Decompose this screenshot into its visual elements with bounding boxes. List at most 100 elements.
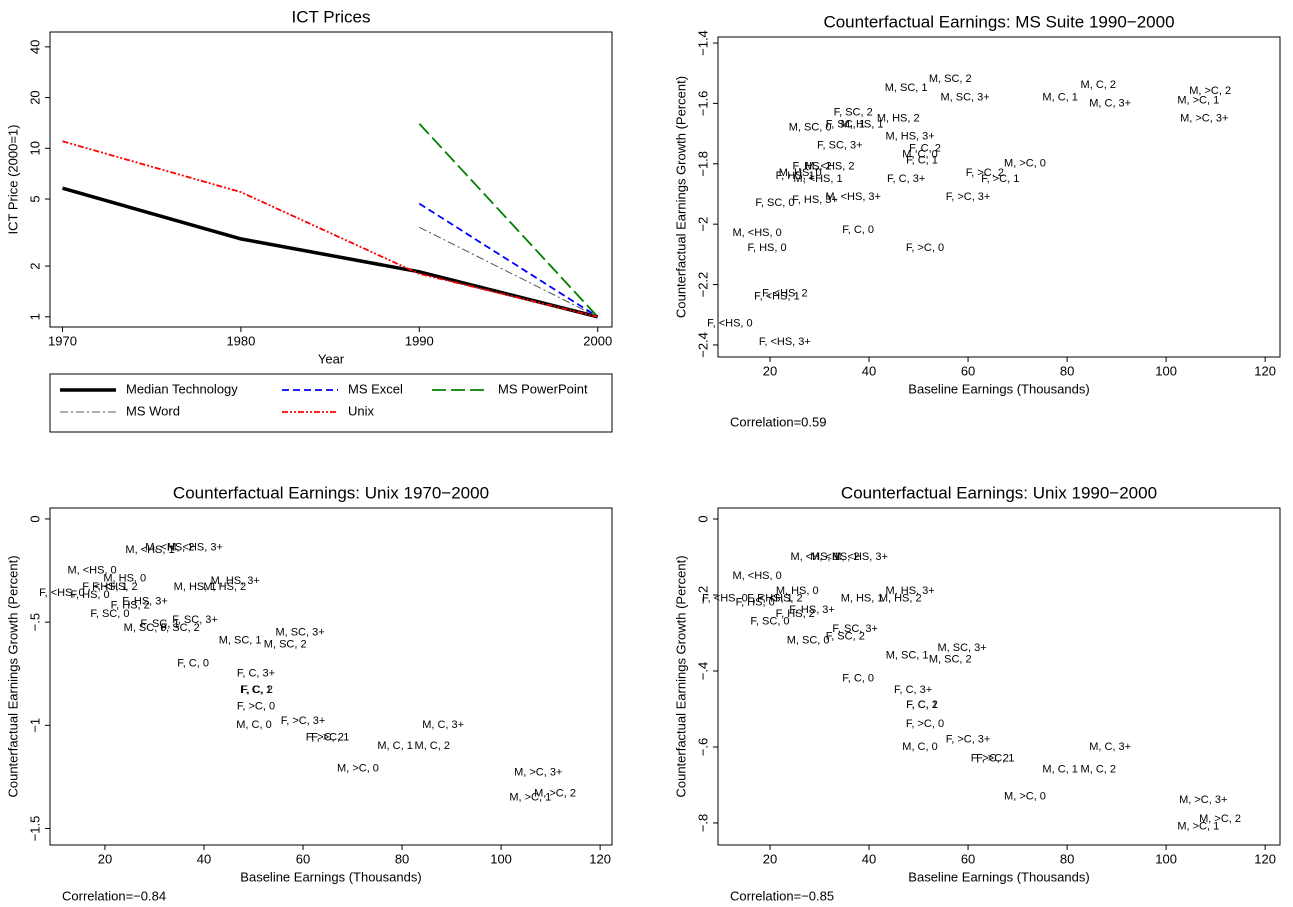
series-line [62,140,598,318]
series-line [418,202,599,318]
point-label: M, <HS, 0 [733,227,782,239]
point-label: M, <HS, 2 [805,161,854,173]
point-label: M, C, 1 [377,740,412,752]
point-label: M, SC, 1 [886,650,929,662]
x-tick-label: 2000 [583,333,612,348]
point-label: F, C, 3+ [237,668,275,680]
point-label: F, HS, 2 [793,161,832,173]
point-label: F, >C, 3+ [946,191,991,203]
point-label: F, <HS, 0 [707,318,753,330]
x-tick-label: 120 [1254,851,1276,866]
point-label: F, SC, 0 [750,616,789,628]
chart-title: ICT Prices [291,7,370,26]
point-label: F, HS, 3+ [122,595,168,607]
series-line [62,186,599,319]
point-label: M, C, 3+ [1089,741,1131,753]
y-tick-label: −1.8 [695,151,710,177]
point-label: F, C, 2 [909,143,941,155]
y-tick-label: 0 [27,515,42,522]
point-label: M, <HS, 3+ [167,542,223,554]
point-label: M, >C, 1 [1177,821,1219,833]
point-label: M, HS, 0 [103,573,146,585]
plot-frame [717,507,1281,846]
point-label: F, SC, 3+ [817,140,863,152]
x-tick-label: 60 [296,851,310,866]
point-label: M, C, 1 [1042,764,1077,776]
point-label: F, <HS, 3+ [759,336,811,348]
y-tick-label: −1 [27,718,42,733]
x-tick-label: 100 [1155,851,1177,866]
point-label: M, >C, 2 [1189,85,1231,97]
x-tick-label: 1990 [405,333,434,348]
point-label: F, >C, 0 [906,718,944,730]
point-label: M, HS, 1 [174,581,217,593]
y-axis-title: Counterfactual Earnings Growth (Percent) [5,555,20,797]
point-label: F, >C, 2 [966,167,1004,179]
point-label: F, SC, 0 [90,608,129,620]
point-label: M, C, 0 [236,719,271,731]
x-tick-label: 20 [98,851,112,866]
x-tick-label: 1980 [226,333,255,348]
point-label: M, SC, 3+ [275,626,324,638]
y-tick-label: 40 [27,40,42,54]
point-label: M, C, 2 [1081,79,1116,91]
point-label: M, C, 3+ [1089,97,1131,109]
point-label: M, HS, 2 [879,593,922,605]
point-label: M, HS, 2 [203,581,246,593]
point-label: F, C, 2 [906,699,938,711]
point-label: F, >C, 1 [311,732,349,744]
point-label: F, <HS, 1 [82,581,128,593]
chart-title: Counterfactual Earnings: MS Suite 1990−2… [823,12,1174,31]
point-label: M, >C, 2 [534,787,576,799]
point-label: M, HS, 1 [841,593,884,605]
point-label: F, HS, 2 [111,600,150,612]
point-label: M, HS, 3+ [886,131,935,143]
point-label: F, SC, 2 [161,622,200,634]
point-label: M, HS, 3+ [886,585,935,597]
x-tick-label: 120 [589,851,611,866]
x-tick-label: 40 [862,363,876,378]
point-label: F, HS, 2 [776,608,815,620]
plot-frame [49,31,613,328]
chart-title: Counterfactual Earnings: Unix 1990−2000 [841,483,1157,502]
point-label: F, SC, 1 [826,118,865,130]
x-tick-label: 60 [961,363,975,378]
y-tick-label: −.2 [695,586,710,604]
point-label: M, >C, 0 [1004,790,1046,802]
point-label: M, SC, 1 [219,635,262,647]
y-tick-label: −1.4 [695,30,710,56]
point-label: M, SC, 3+ [940,91,989,103]
point-label: F, >C, 3+ [281,715,326,727]
series-line [418,123,599,318]
point-label: M, <HS, 3+ [825,191,881,203]
point-label: M, SC, 0 [124,622,167,634]
point-label: M, SC, 0 [789,121,832,133]
point-label: M, >C, 3+ [1179,794,1227,806]
point-label: F, >C, 2 [306,732,344,744]
y-axis-title: ICT Price (2000=1) [5,125,20,235]
point-label: F, >C, 1 [976,752,1014,764]
y-tick-label: 20 [27,90,42,104]
point-label: F, HS, 3+ [789,604,835,616]
y-tick-label: −.8 [695,814,710,832]
point-label: M, SC, 2 [929,73,972,85]
chart-panel: Counterfactual Earnings: MS Suite 1990−2… [673,12,1281,429]
y-tick-label: −.6 [695,738,710,756]
y-tick-label: 5 [27,195,42,202]
point-label: M, <HS, 1 [790,551,839,563]
point-label: M, C, 2 [1081,764,1116,776]
point-label: F, SC, 2 [834,106,873,118]
point-label: M, HS, 0 [779,167,822,179]
point-label: F, >C, 2 [971,752,1009,764]
point-label: F, C, 1 [906,155,938,167]
chart-panel: Counterfactual Earnings: Unix 1970−2000 B… [5,483,613,903]
y-tick-label: 0 [695,515,710,522]
y-axis-title: Counterfactual Earnings Growth (Percent) [673,555,688,797]
plot-frame [717,36,1281,358]
legend-label: MS Word [126,403,180,418]
x-tick-label: 60 [961,851,975,866]
point-label: F, HS, 0 [736,597,775,609]
point-label: F, <HS, 1 [754,291,800,303]
point-label: F, <HS, 0 [702,593,748,605]
